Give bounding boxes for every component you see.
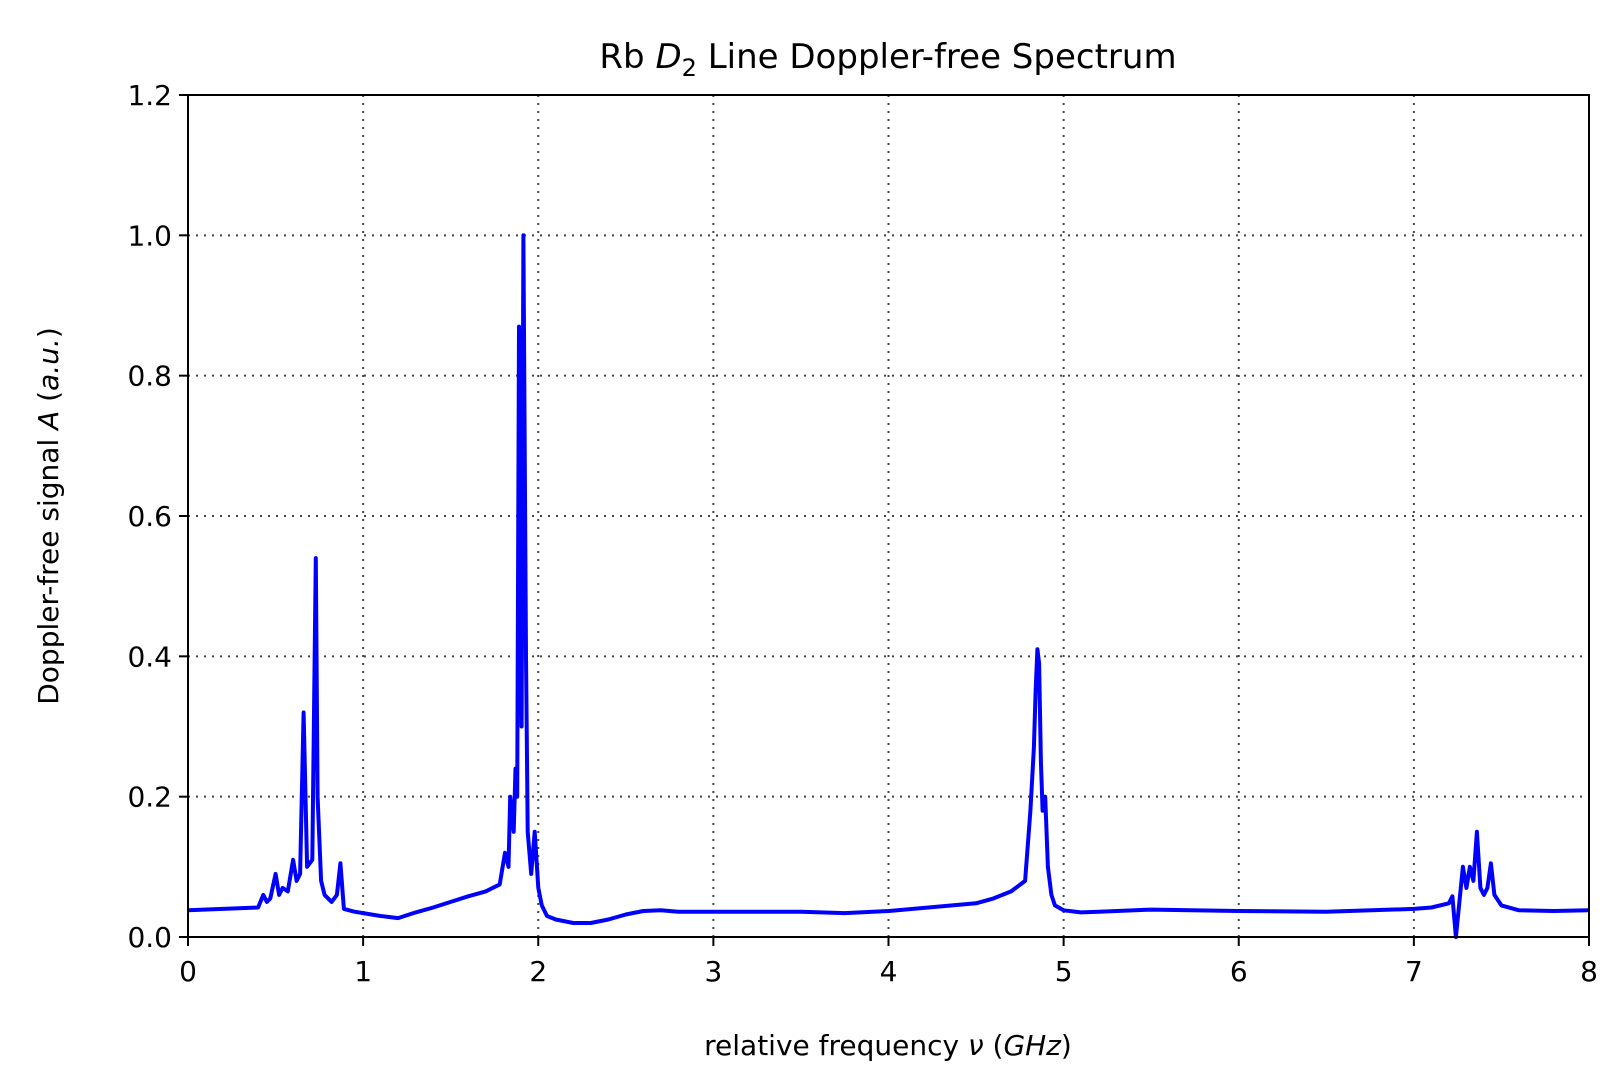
x-tick-label: 5 xyxy=(1055,955,1073,988)
y-axis-label: Doppler-free signal A (a.u.) xyxy=(32,327,65,705)
grid xyxy=(188,95,1589,937)
chart-title: Rb D2 Line Doppler-free Spectrum xyxy=(599,37,1176,82)
x-tick-label: 3 xyxy=(704,955,722,988)
x-tick-label: 8 xyxy=(1580,955,1598,988)
y-tick-label: 0.8 xyxy=(127,360,172,393)
y-tick-label: 0.2 xyxy=(127,781,172,814)
y-tick-label: 0.0 xyxy=(127,921,172,954)
y-axis: 0.0 0.2 0.4 0.6 0.8 1.0 1.2 xyxy=(127,79,188,954)
series-line xyxy=(187,233,1590,939)
x-tick-label: 2 xyxy=(529,955,547,988)
x-axis: 0 1 2 3 4 5 6 7 8 xyxy=(179,937,1598,988)
x-tick-label: 1 xyxy=(354,955,372,988)
x-tick-label: 6 xyxy=(1230,955,1248,988)
y-tick-label: 1.2 xyxy=(127,79,172,112)
x-tick-label: 4 xyxy=(880,955,898,988)
y-tick-label: 1.0 xyxy=(127,219,172,252)
y-tick-label: 0.6 xyxy=(127,500,172,533)
plot-background xyxy=(188,95,1589,937)
y-tick-label: 0.4 xyxy=(127,640,172,673)
x-tick-label: 0 xyxy=(179,955,197,988)
x-tick-label: 7 xyxy=(1405,955,1423,988)
x-axis-label: relative frequency ν (GHz) xyxy=(704,1029,1072,1062)
